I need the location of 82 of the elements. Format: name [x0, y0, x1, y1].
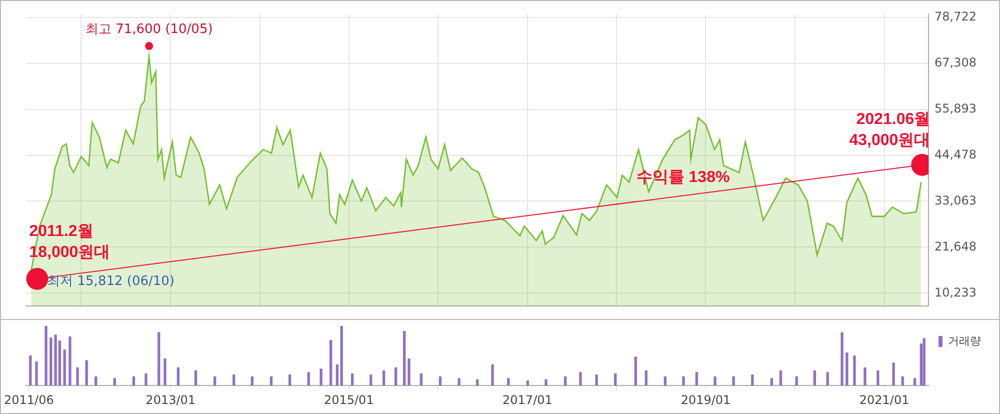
y-tick-label: 78,722 [934, 9, 976, 24]
bar [795, 376, 798, 386]
annotation: 최저 15,812 (06/10) [47, 274, 174, 290]
annotation: 2021.06월 43,000원대 [849, 111, 930, 150]
bar [892, 362, 895, 386]
bar [340, 326, 343, 386]
bar [370, 374, 372, 386]
x-tick-label: 2011/06 [4, 392, 54, 407]
bar [320, 368, 322, 386]
bar [864, 367, 866, 386]
bar [213, 376, 216, 386]
bar [840, 332, 844, 386]
bar [476, 379, 479, 386]
bar [420, 373, 423, 386]
bar [922, 338, 926, 386]
bar [732, 376, 735, 386]
bar [853, 355, 856, 386]
bar [544, 379, 548, 386]
annotation: 최고 71,600 (10/05) [85, 22, 213, 37]
y-tick-label: 55,893 [934, 101, 976, 116]
bar [876, 370, 880, 386]
bar [579, 372, 582, 386]
bar [507, 378, 510, 386]
y-tick-label: 44,478 [934, 147, 976, 162]
bar [132, 376, 136, 386]
bar [194, 370, 198, 386]
x-tick-label: 2017/01 [502, 392, 552, 407]
bar [382, 370, 386, 386]
bar [330, 340, 332, 386]
bar [113, 378, 116, 386]
legend-label: 거래량 [948, 334, 981, 348]
bar [35, 361, 38, 386]
bar [770, 378, 774, 386]
bar [846, 352, 848, 386]
bar [634, 356, 637, 386]
bar [913, 378, 916, 386]
bar [164, 358, 166, 386]
bar [682, 376, 685, 386]
bar [29, 355, 32, 386]
bar [491, 364, 494, 386]
bar [76, 367, 79, 386]
x-tick-label: 2013/01 [146, 392, 196, 407]
bar [614, 373, 617, 386]
bar [44, 326, 48, 386]
x-tick-label: 2021/01 [859, 392, 910, 407]
y-tick-label: 33,063 [934, 193, 976, 208]
bar [94, 376, 98, 386]
y-tick-label: 21,648 [934, 239, 976, 254]
bar [288, 374, 292, 386]
bar [403, 331, 406, 386]
bar [394, 367, 398, 386]
bar [901, 376, 904, 386]
bar [826, 372, 829, 386]
bar [779, 370, 782, 386]
x-tick-label: 2015/01 [324, 392, 374, 407]
bar [714, 376, 716, 386]
bar [350, 373, 354, 386]
bar [307, 372, 310, 386]
x-tick-label: 2019/01 [680, 392, 731, 407]
bar [408, 358, 410, 386]
bar [564, 376, 567, 386]
bar [664, 376, 667, 386]
bar [695, 372, 698, 386]
bar [438, 376, 442, 386]
bar [270, 376, 273, 386]
bar [176, 367, 180, 386]
bar [85, 360, 88, 386]
bar [595, 374, 598, 386]
y-tick-label: 67,308 [934, 55, 976, 70]
bar [751, 374, 754, 386]
bar [526, 380, 530, 386]
bar [158, 332, 160, 386]
bar [644, 370, 648, 386]
bar [458, 378, 460, 386]
bar [144, 373, 148, 386]
bar [250, 376, 254, 386]
y-tick-label: 10,233 [934, 285, 976, 300]
bar [68, 336, 72, 386]
bar [813, 370, 816, 386]
bar [63, 350, 66, 386]
point [145, 42, 154, 50]
bar [232, 374, 236, 386]
